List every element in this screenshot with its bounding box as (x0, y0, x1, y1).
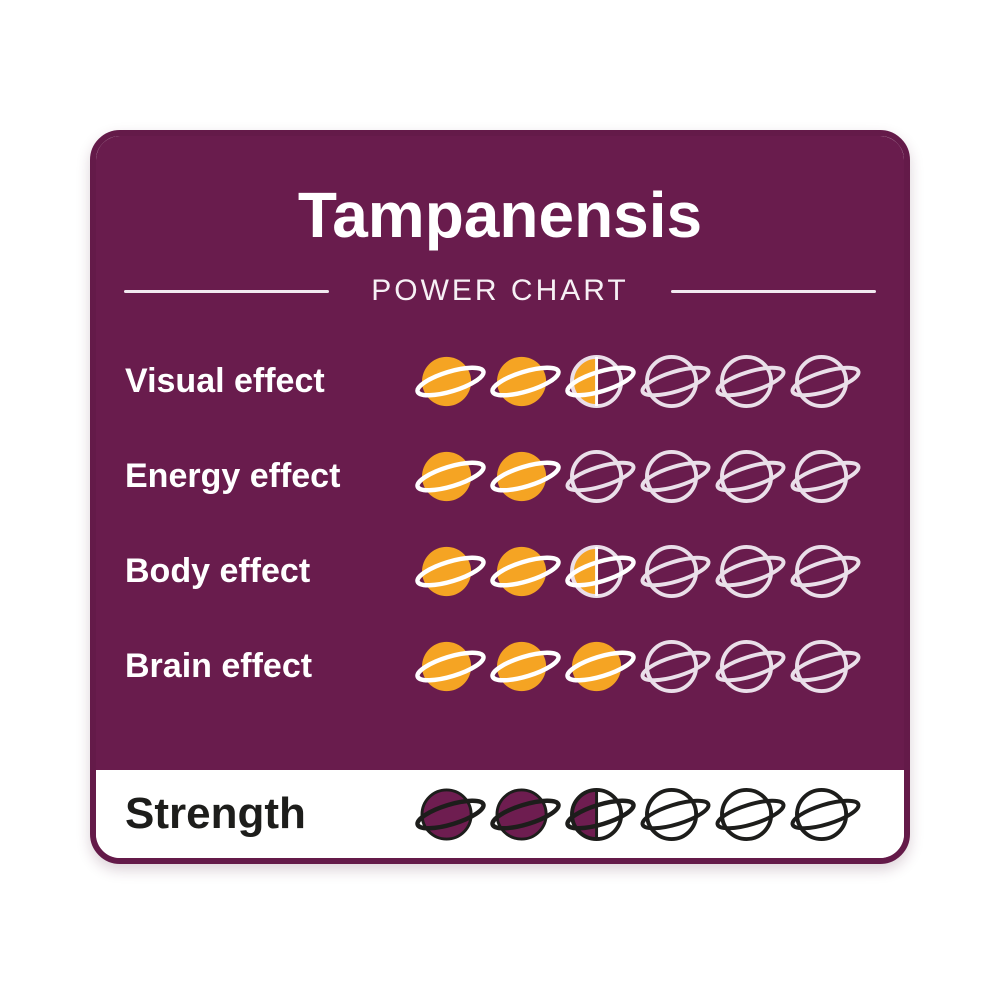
row-label: Strength (125, 789, 306, 838)
saturn-planet-icon (490, 787, 561, 841)
saturn-planet-icon (565, 355, 636, 409)
saturn-planet-icon (565, 642, 636, 692)
saturn-planet-icon (415, 357, 486, 407)
saturn-planet-icon (490, 642, 561, 692)
saturn-planet-icon (640, 450, 711, 504)
saturn-planet-icon (715, 355, 786, 409)
saturn-planet-icon (640, 355, 711, 409)
saturn-planet-icon (715, 450, 786, 504)
saturn-planet-icon (790, 545, 861, 599)
effect-row-energy: Energy effect (96, 429, 904, 524)
saturn-planet-icon (415, 787, 486, 841)
row-label: Brain effect (125, 647, 313, 686)
saturn-planet-icon (790, 787, 861, 841)
power-chart-label: POWER CHART (371, 274, 629, 308)
saturn-planet-icon (565, 545, 636, 599)
power-chart-card: Tampanensis POWER CHART Visual effect En… (90, 130, 910, 864)
subtitle-rule-right (670, 289, 876, 293)
saturn-planet-icon (640, 545, 711, 599)
saturn-planet-icon (715, 545, 786, 599)
row-label: Body effect (125, 552, 311, 591)
rating-planets (414, 638, 862, 695)
row-label: Energy effect (125, 457, 341, 496)
saturn-planet-icon (565, 450, 636, 504)
saturn-planet-icon (490, 357, 561, 407)
saturn-planet-icon (790, 355, 861, 409)
page-title: Tampanensis (297, 179, 703, 251)
saturn-planet-icon (415, 547, 486, 597)
effect-row-visual: Visual effect (96, 334, 904, 429)
strength-row: Strength (96, 770, 904, 858)
saturn-planet-icon (790, 640, 861, 694)
row-label: Visual effect (125, 362, 325, 401)
rating-planets (414, 448, 862, 505)
subtitle-rule-left (124, 289, 330, 293)
saturn-planet-icon (565, 787, 636, 841)
card-top-section: Tampanensis POWER CHART Visual effect En… (96, 136, 904, 770)
rating-planets (414, 353, 862, 410)
saturn-planet-icon (415, 642, 486, 692)
saturn-planet-icon (640, 787, 711, 841)
subtitle-row: POWER CHART (124, 274, 876, 308)
effect-row-brain: Brain effect (96, 619, 904, 714)
saturn-planet-icon (490, 452, 561, 502)
saturn-planet-icon (715, 787, 786, 841)
saturn-planet-icon (490, 547, 561, 597)
rating-planets (414, 786, 862, 843)
effect-rows: Visual effect Energy effect Body effect … (96, 334, 904, 714)
saturn-planet-icon (790, 450, 861, 504)
effect-row-body: Body effect (96, 524, 904, 619)
saturn-planet-icon (415, 452, 486, 502)
saturn-planet-icon (715, 640, 786, 694)
saturn-planet-icon (640, 640, 711, 694)
rating-planets (414, 543, 862, 600)
